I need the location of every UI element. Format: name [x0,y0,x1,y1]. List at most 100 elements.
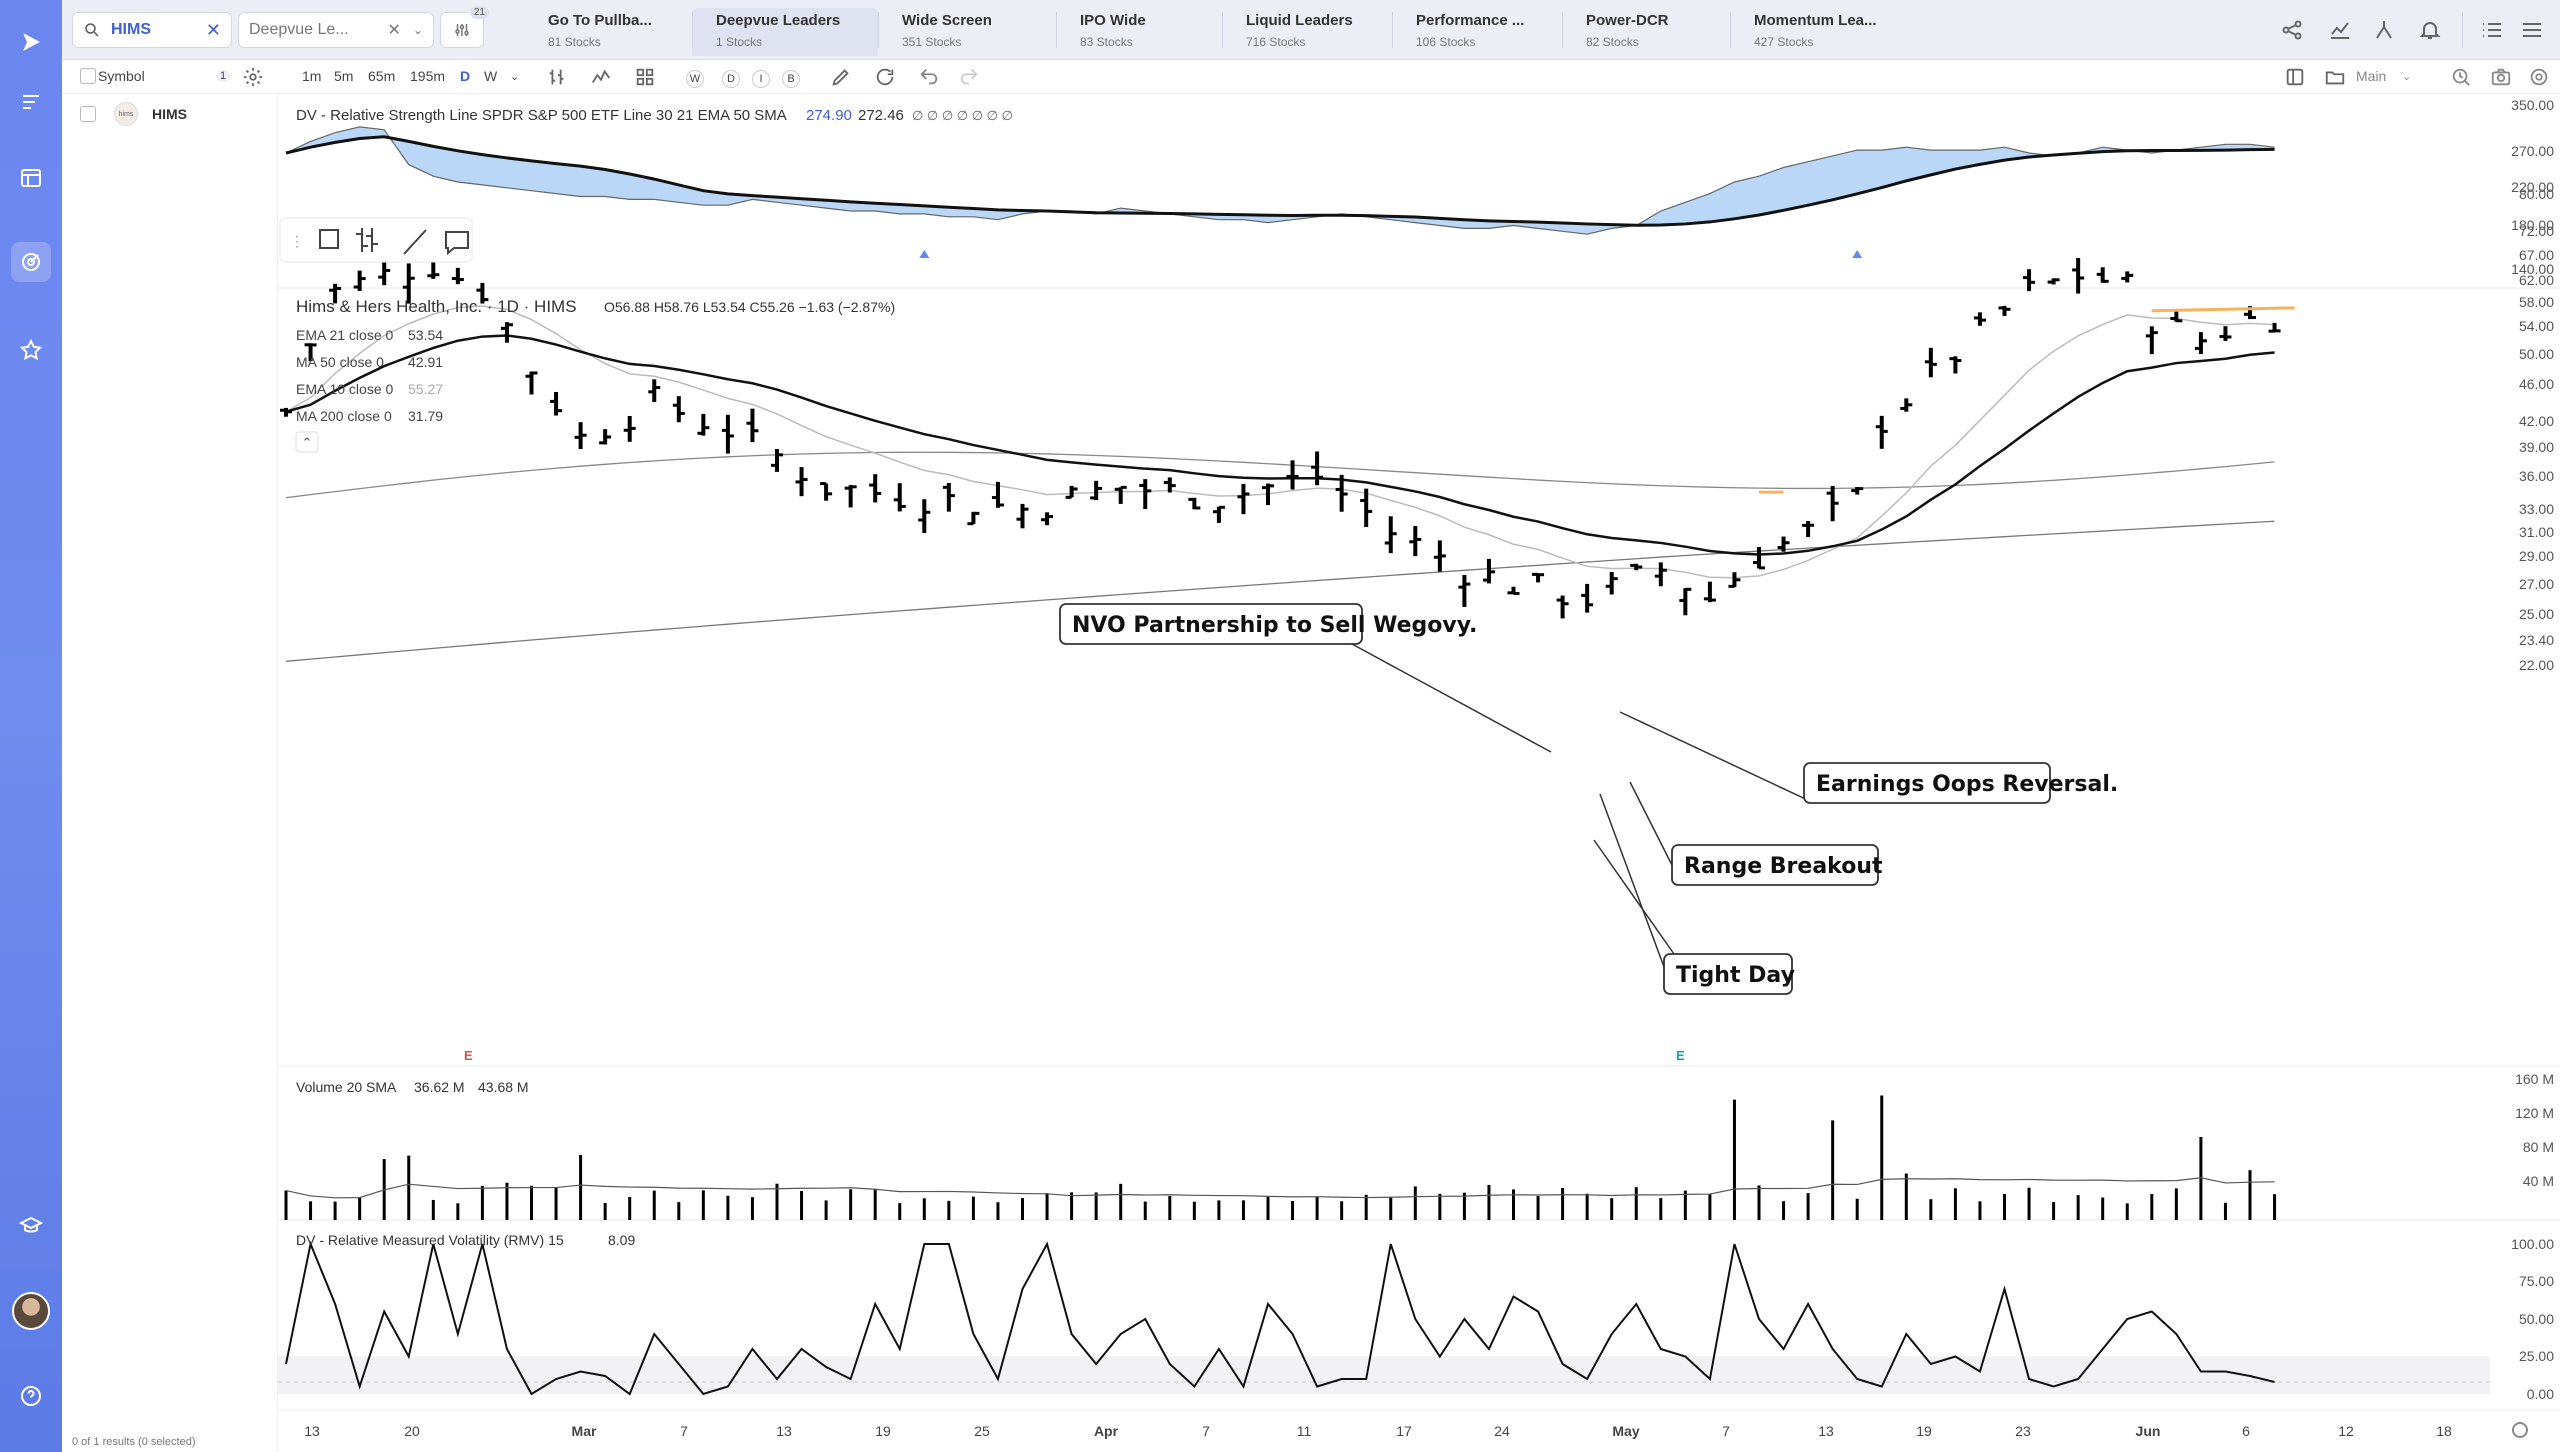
menu-lines-icon[interactable] [11,82,51,122]
clock-search-icon[interactable] [2450,66,2472,88]
indicator-value: 55.27 [408,381,443,397]
volume-sma-value: 36.62 M [414,1079,465,1095]
symbol-list-panel: hims HIMS 0 of 1 results (0 selected) [62,94,278,1452]
chevron-down-icon[interactable]: ⌄ [510,71,520,83]
watchlist-tab[interactable]: Go To Pullba... 81 Stocks [524,8,692,56]
collapse-legend-button[interactable]: ⌃ [295,431,319,453]
interval-button[interactable]: 5m [334,68,354,84]
volume-sma-line [285,1177,2275,1199]
tab-separator [1056,12,1057,48]
symbol-search-box[interactable]: HIMS ✕ [72,12,232,48]
close-layout-icon[interactable]: ✕ [387,22,401,39]
indicator-icon[interactable] [590,66,612,88]
style-key-button[interactable]: W [686,70,704,88]
watchlist-tab[interactable]: Momentum Lea... 427 Stocks [1730,8,1900,56]
clear-search-icon[interactable]: ✕ [205,19,221,40]
graduation-cap-icon[interactable] [11,1206,51,1246]
pane-layout-icon[interactable] [2284,66,2306,88]
indicator-label: MA 50 close 0 [296,354,384,370]
symbol-search-input[interactable]: HIMS [111,21,151,38]
list-icon[interactable] [2480,18,2504,42]
x-tick-label: 7 [1722,1423,1730,1439]
x-tick-label: 20 [404,1423,420,1439]
symbol-column-header[interactable]: Symbol [98,68,145,84]
rs-flags: ∅ ∅ ∅ ∅ ∅ ∅ ∅ [912,108,1013,123]
bars-pattern-tool-icon[interactable] [356,228,378,252]
symbol-row-label[interactable]: HIMS [152,106,187,122]
rs-new-high-marker [919,250,930,258]
watchlist-tab[interactable]: Liquid Leaders 716 Stocks [1222,8,1392,56]
drag-handle-icon[interactable]: ⋮ [290,233,304,249]
watchlist-tab[interactable]: Power-DCR 82 Stocks [1562,8,1730,56]
indicator-value: 31.79 [408,408,443,424]
price-y-tick: 42.00 [2519,413,2554,429]
refresh-icon[interactable] [874,66,896,88]
rmv-y-tick: 50.00 [2519,1311,2554,1327]
x-tick-label: 23 [2015,1423,2031,1439]
callout-tool-icon[interactable] [445,231,469,256]
watchlist-tab[interactable]: IPO Wide 83 Stocks [1056,8,1222,56]
interval-button[interactable]: D [460,68,471,84]
watchlist-tab-count: 83 Stocks [1080,35,1133,49]
drawing-toolbar: ⋮ [279,217,473,263]
rs-y-tick: 270.00 [2511,143,2554,159]
style-key-button[interactable]: B [782,70,800,88]
help-icon[interactable] [11,1376,51,1416]
watchlist-tab-count: 106 Stocks [1416,35,1476,49]
rs-new-high-marker [1852,250,1863,258]
watchlist-tab[interactable]: Performance ... 106 Stocks [1392,8,1562,56]
camera-icon[interactable] [2490,66,2512,88]
chevron-down-icon[interactable]: ⌄ [412,23,423,37]
price-y-tick: 22.00 [2519,657,2554,673]
hims-logo-icon: hims [114,102,138,126]
interval-button[interactable]: 65m [368,68,396,84]
pane-select[interactable]: Main [2356,68,2387,84]
line-chart-icon[interactable] [2328,18,2352,42]
settings-gear-icon[interactable] [242,66,264,88]
layout-select[interactable]: Deepvue Le... ✕ ⌄ [238,12,434,48]
x-tick-label: 12 [2338,1423,2354,1439]
style-key-button[interactable]: I [752,70,770,88]
watchlist-tab[interactable]: Deepvue Leaders 1 Stocks [692,8,878,56]
chevron-down-icon[interactable]: ⌄ [2402,71,2412,83]
select-all-checkbox[interactable] [80,68,96,84]
interval-button[interactable]: 195m [410,68,446,84]
bell-icon[interactable] [2418,18,2442,42]
rs-ma-line [285,135,2275,227]
trend-line-tool-icon[interactable] [403,229,427,255]
chevron-up-icon: ⌃ [302,435,313,450]
symbol-title: Hims & Hers Health, Inc. · 1D · HIMS [296,297,577,316]
grid-layout-icon[interactable] [634,66,656,88]
radar-icon[interactable] [11,242,51,282]
chart-settings-icon[interactable] [2528,66,2550,88]
rectangle-tool-icon[interactable] [319,229,339,249]
folder-icon[interactable] [2324,66,2346,88]
undo-icon[interactable] [918,66,940,88]
price-y-tick: 29.00 [2519,548,2554,564]
row-checkbox[interactable] [80,106,96,122]
interval-button[interactable]: 1m [302,68,322,84]
interval-button[interactable]: W [484,68,498,84]
redo-icon[interactable] [958,66,980,88]
style-key-button[interactable]: D [722,70,740,88]
watchlist-tab[interactable]: Wide Screen 351 Stocks [878,8,1056,56]
indicator-label: MA 200 close 0 [296,408,392,424]
bar-style-icon[interactable] [546,66,568,88]
rs-fill-area [286,126,2275,235]
play-logo-icon[interactable] [11,22,51,62]
pencil-icon[interactable] [830,66,852,88]
settings-gear-icon[interactable] [2512,1422,2528,1438]
layout-icon[interactable] [11,158,51,198]
rs-y-tick: 350.00 [2511,97,2554,113]
filter-button[interactable]: 21 [440,6,489,48]
avatar[interactable] [12,1292,50,1330]
rmv-title: DV - Relative Measured Volatility (RMV) … [296,1232,564,1248]
tab-separator [1730,12,1731,48]
scanner-icon[interactable] [2372,18,2396,42]
menu-icon[interactable] [2520,18,2544,42]
share-icon[interactable] [2280,18,2304,42]
x-tick-label: 7 [680,1423,688,1439]
star-icon[interactable] [11,330,51,370]
